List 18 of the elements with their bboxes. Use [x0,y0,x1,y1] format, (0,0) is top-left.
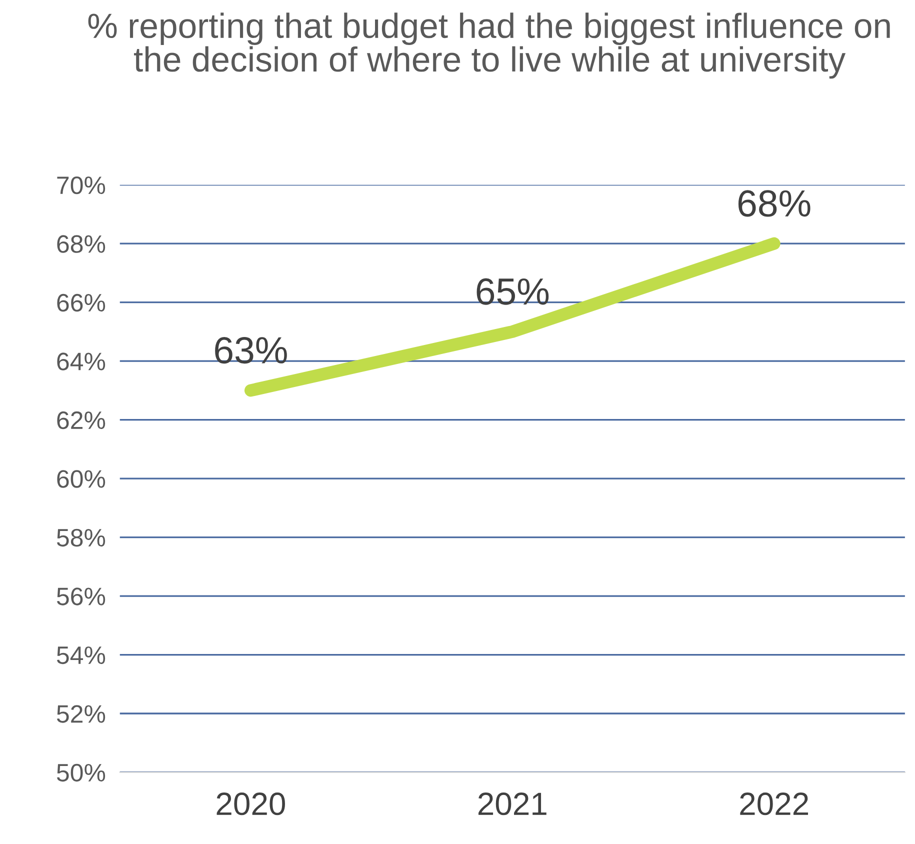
y-tick-label: 58% [56,528,106,547]
y-tick-label: 56% [56,588,106,606]
y-tick-label: 66% [57,294,106,312]
chart-title: % reporting that budget had the biggest influence on the decision of where to live while at university [88,12,890,79]
y-tick-label: 50% [56,764,106,782]
data-label: 63% [215,337,287,364]
y-tick-label: 62% [57,411,106,430]
y-tick-label: 68% [57,235,106,253]
y-tick-label: 60% [57,470,106,488]
y-tick-label: 54% [56,646,106,664]
data-label: 68% [738,190,810,217]
y-tick-label: 70% [57,176,106,194]
data-label: 65% [476,278,549,305]
y-tick-label: 64% [57,352,106,370]
x-tick-label: 2021 [478,792,546,816]
x-tick-label: 2020 [216,792,285,816]
x-tick-label: 2022 [740,792,808,816]
y-tick-label: 52% [56,705,106,723]
